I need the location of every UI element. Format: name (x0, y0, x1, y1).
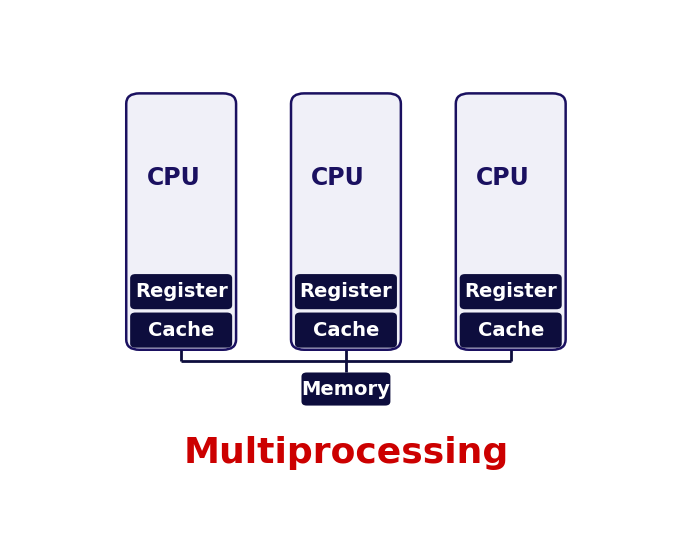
Text: Cache: Cache (313, 321, 379, 339)
Text: Register: Register (300, 282, 392, 301)
FancyBboxPatch shape (126, 93, 236, 350)
FancyBboxPatch shape (460, 274, 562, 309)
FancyBboxPatch shape (295, 313, 397, 347)
Text: Multiprocessing: Multiprocessing (184, 436, 508, 470)
Text: Register: Register (135, 282, 227, 301)
Text: Memory: Memory (302, 380, 390, 398)
Text: Cache: Cache (477, 321, 544, 339)
Text: Register: Register (464, 282, 557, 301)
Text: CPU: CPU (311, 166, 365, 190)
Text: CPU: CPU (146, 166, 200, 190)
FancyBboxPatch shape (302, 373, 390, 405)
FancyBboxPatch shape (295, 274, 397, 309)
Text: Cache: Cache (148, 321, 215, 339)
FancyBboxPatch shape (130, 313, 232, 347)
FancyBboxPatch shape (291, 93, 401, 350)
Text: CPU: CPU (476, 166, 530, 190)
FancyBboxPatch shape (460, 313, 562, 347)
FancyBboxPatch shape (130, 274, 232, 309)
FancyBboxPatch shape (456, 93, 566, 350)
